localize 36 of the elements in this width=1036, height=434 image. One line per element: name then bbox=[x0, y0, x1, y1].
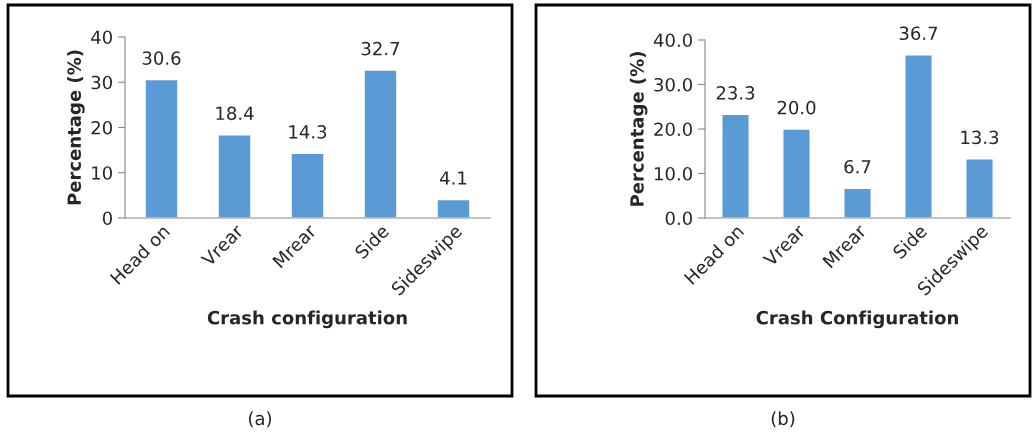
y-tick-label: 20.0 bbox=[654, 122, 692, 137]
data-label: 4.1 bbox=[440, 171, 467, 185]
y-axis-title: Percentage (%) bbox=[629, 52, 648, 206]
x-axis-title: Crash Configuration bbox=[756, 310, 958, 329]
y-tick-label: 30.0 bbox=[654, 77, 692, 92]
data-label: 23.3 bbox=[716, 86, 755, 100]
text: (a) bbox=[248, 411, 272, 428]
data-label: 14.3 bbox=[289, 125, 327, 139]
data-label: 36.7 bbox=[899, 26, 938, 41]
y-tick-label: 40.0 bbox=[653, 33, 692, 48]
y-tick-label: 30 bbox=[91, 75, 112, 90]
y-tick-label: 20 bbox=[91, 120, 112, 135]
y-tick-label: 40 bbox=[91, 30, 112, 45]
bar bbox=[904, 53, 933, 218]
bar bbox=[721, 113, 750, 218]
bar bbox=[436, 198, 471, 218]
text: (b) bbox=[771, 411, 795, 428]
y-axis-title: Percentage (%) bbox=[67, 50, 85, 205]
bar bbox=[843, 187, 872, 218]
y-tick-label: 10.0 bbox=[654, 166, 692, 181]
y-tick-label: 10 bbox=[92, 166, 112, 180]
data-label: 18.4 bbox=[216, 106, 254, 121]
y-tick-label: 0 bbox=[102, 211, 112, 226]
bar bbox=[782, 128, 811, 218]
data-label: 30.6 bbox=[142, 51, 181, 65]
data-label: 32.7 bbox=[361, 41, 400, 56]
bar bbox=[965, 158, 994, 218]
bar bbox=[290, 152, 325, 218]
y-tick-label: 0.0 bbox=[665, 211, 692, 226]
data-label: 13.3 bbox=[961, 130, 999, 145]
x-axis-title: Crash configuration bbox=[207, 310, 407, 329]
bar bbox=[144, 78, 179, 218]
data-label: 6.7 bbox=[844, 159, 871, 174]
data-label: 20.0 bbox=[777, 100, 816, 115]
bar bbox=[217, 134, 252, 218]
bar bbox=[363, 69, 398, 218]
